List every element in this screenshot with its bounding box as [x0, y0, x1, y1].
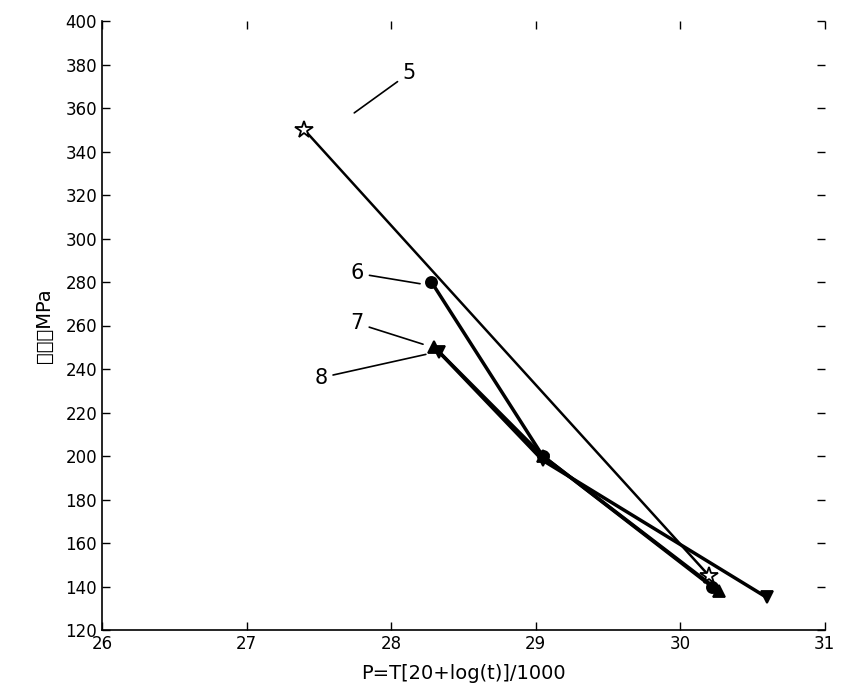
Text: 8: 8 [314, 354, 426, 388]
Text: 5: 5 [354, 63, 416, 113]
X-axis label: P=T[20+log(t)]/1000: P=T[20+log(t)]/1000 [361, 664, 565, 683]
Y-axis label: 应力，MPa: 应力，MPa [36, 288, 54, 363]
Text: 7: 7 [350, 314, 423, 344]
Text: 6: 6 [350, 263, 420, 284]
